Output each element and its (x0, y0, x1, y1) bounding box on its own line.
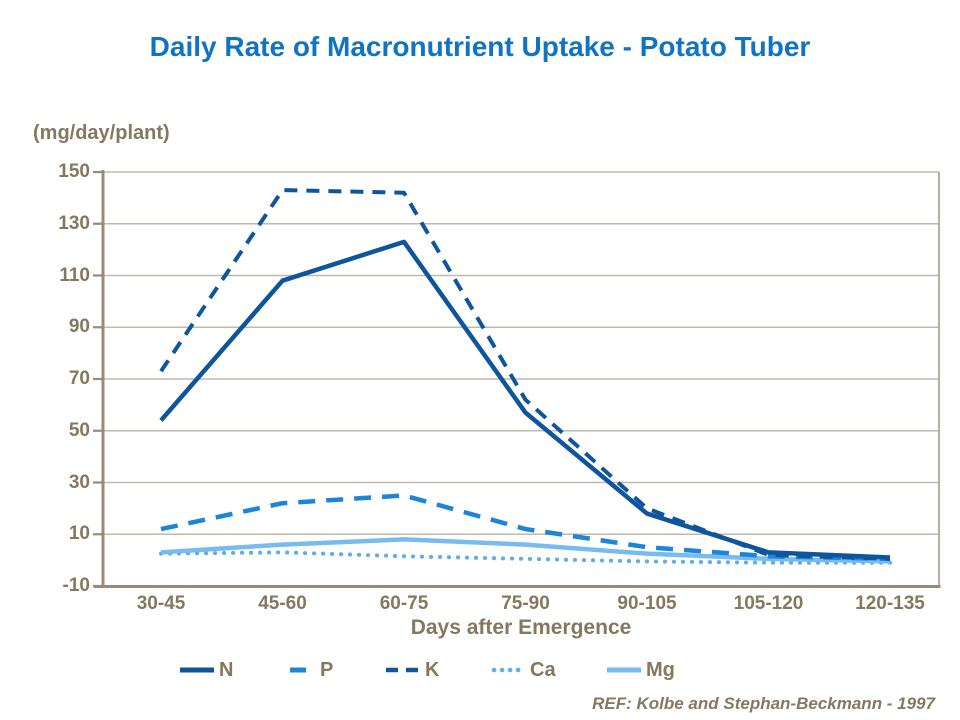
y-tick-label: 150 (58, 161, 90, 182)
y-tick-label: 130 (58, 212, 90, 234)
series-line-Mg (160, 537, 891, 564)
x-tick-label: 45-60 (258, 593, 307, 614)
legend-item-Mg: Mg (607, 657, 675, 683)
legend-item-Ca: Ca (491, 657, 556, 683)
x-tick-label: 75-90 (501, 593, 550, 614)
legend-label-K: K (425, 658, 440, 681)
legend-swatch-Ca-icon (491, 667, 525, 673)
y-tick-label: 90 (68, 316, 90, 338)
series-line-N (159, 239, 891, 560)
legend-label-Mg: Mg (646, 658, 675, 681)
y-axis-unit-label: (mg/day/plant) (33, 122, 170, 144)
legend-label-Ca: Ca (530, 658, 556, 681)
x-tick-label: 120-135 (855, 593, 925, 614)
series-line-P (160, 493, 891, 562)
legend-swatch-Mg-icon (607, 667, 641, 673)
legend-item-P: P (281, 657, 333, 683)
legend-label-P: P (320, 658, 334, 681)
series-line-K (159, 188, 891, 561)
legend-swatch-N-icon (180, 667, 214, 673)
y-tick-label: -10 (62, 575, 90, 596)
chart-title: Daily Rate of Macronutrient Uptake - Pot… (149, 31, 811, 62)
y-tick-label: 30 (68, 471, 90, 493)
y-tick-label: 110 (59, 264, 90, 286)
x-tick-label: 105-120 (733, 593, 804, 614)
y-tick-label: 10 (68, 523, 90, 545)
legend-label-N: N (219, 658, 234, 681)
x-tick-label: 90-105 (617, 593, 677, 614)
legend-item-N: N (180, 657, 233, 683)
legend-swatch-P-icon (290, 667, 306, 673)
reference-note: REF: Kolbe and Stephan-Beckmann - 1997 (592, 694, 935, 713)
legend-item-K: K (386, 657, 439, 683)
x-tick-label: 60-75 (379, 593, 429, 614)
y-tick-label: 50 (68, 419, 90, 441)
x-tick-label: 30-45 (136, 593, 186, 614)
y-tick-label: 70 (68, 368, 90, 389)
legend-swatch-K-icon (386, 667, 418, 673)
x-axis-title: Days after Emergence (410, 616, 632, 639)
